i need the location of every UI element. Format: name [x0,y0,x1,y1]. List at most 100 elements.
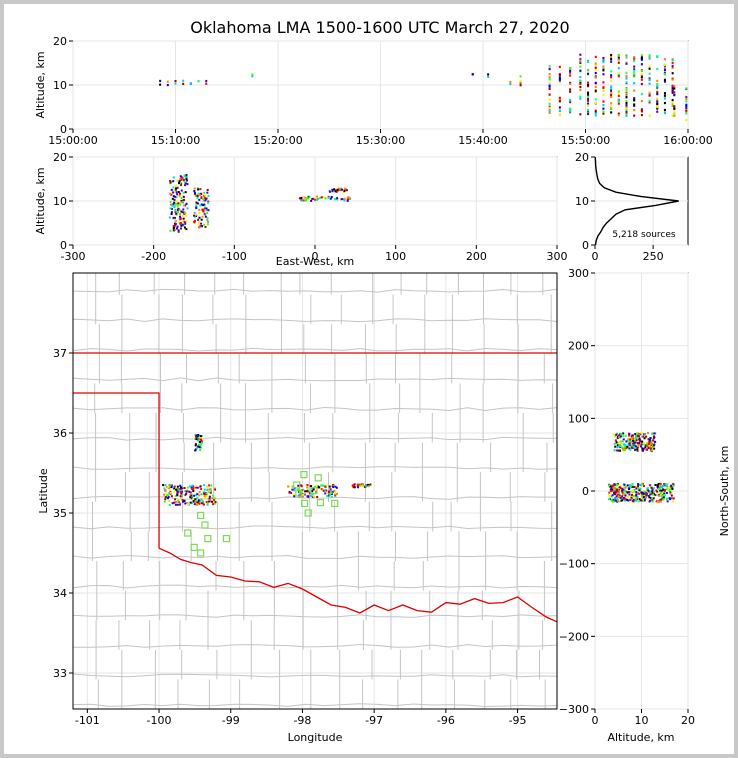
lma-source-point [610,87,613,90]
lma-source-point [648,54,651,57]
lma-source-point [660,495,663,498]
lma-source-point [663,92,666,95]
lma-source-point [626,484,629,487]
lma-source-point [311,490,314,493]
lma-source-point [642,447,645,450]
lma-source-point [648,91,651,94]
lma-source-point [587,108,590,112]
lma-source-point [204,496,207,499]
county-line [72,703,558,708]
lma-source-point [641,497,644,500]
lma-source-point [644,491,647,494]
county-line [72,466,558,471]
lma-station-marker [314,474,322,482]
lma-source-point [633,108,636,112]
lma-station-marker [316,499,324,507]
lma-source-point [312,495,315,498]
lma-source-point [594,71,597,75]
lma-source-point [640,73,643,76]
lma-source-point [331,490,334,493]
lma-source-point [663,97,666,100]
lma-source-point [298,197,301,200]
lma-source-point [614,445,617,448]
lma-source-point [635,434,638,437]
lma-source-point [622,438,625,441]
lma-source-point [174,211,177,214]
lma-source-point [648,99,651,102]
lma-source-point [631,484,634,487]
lma-source-point [168,485,171,488]
lma-source-point [166,486,169,489]
lma-source-point [195,447,198,450]
lma-source-point [367,483,370,486]
lma-source-point [649,440,652,443]
lma-source-point [648,77,651,80]
lma-source-point [634,499,637,502]
lma-source-point [192,489,195,492]
lma-source-point [656,486,659,489]
lma-source-point [177,500,180,503]
lma-source-point [623,489,626,492]
lma-source-point [656,85,659,88]
lma-source-point [198,440,201,443]
lma-source-point [292,493,295,496]
lma-source-point [659,489,662,492]
lma-source-point [177,202,180,205]
lma-source-point [653,432,656,435]
lma-source-point [616,484,619,487]
lma-source-point [656,88,659,91]
lma-source-point [663,80,666,83]
lma-source-point [174,204,177,207]
longitude-tick-0: -101 [75,714,100,727]
lma-source-point [519,84,522,87]
lma-source-point [170,486,173,489]
lma-source-point [656,105,659,108]
lma-source-point [569,108,572,112]
lma-source-point [548,87,551,91]
lma-source-point [626,491,629,494]
lma-source-point [671,487,674,490]
lma-station-marker [301,499,309,507]
lma-source-point [569,88,572,91]
lma-source-point [648,82,651,85]
lma-source-point [659,498,662,501]
lma-source-point [569,71,572,74]
lma-source-point [183,180,186,183]
lma-source-point [594,85,597,89]
lma-source-point [200,436,203,439]
lma-source-point [625,111,628,114]
lma-source-point [177,191,180,194]
lma-station-marker [295,489,303,497]
ns-alt-tick-0: 0 [592,714,599,727]
lma-source-point [198,208,201,211]
lma-source-point [579,59,582,63]
lma-source-point [197,445,200,448]
lma-source-point [602,67,605,70]
lma-source-point [647,445,650,448]
lma-source-point [181,223,184,226]
lma-source-point [633,104,636,107]
lma-source-point [602,100,605,103]
lma-source-point [329,197,332,200]
map-source-cluster [194,433,203,452]
lma-source-point [632,498,635,501]
lma-source-point [179,495,182,498]
lma-source-point [612,491,615,494]
lma-source-point [205,492,208,495]
lma-source-point [617,73,620,77]
lma-source-point [643,492,646,495]
lma-source-point [649,447,652,450]
lma-source-point [587,99,590,102]
lma-source-point [211,497,214,500]
lma-source-point [637,483,640,486]
lma-source-point [184,490,187,493]
lma-source-point [672,500,675,503]
lma-source-point [202,198,205,201]
lma-source-point [176,186,179,189]
lma-source-point [647,489,650,492]
lma-source-point [293,495,296,498]
lma-source-point [199,485,202,488]
lma-source-point [314,198,317,201]
lma-source-point [648,440,651,443]
lma-source-point [181,497,184,500]
